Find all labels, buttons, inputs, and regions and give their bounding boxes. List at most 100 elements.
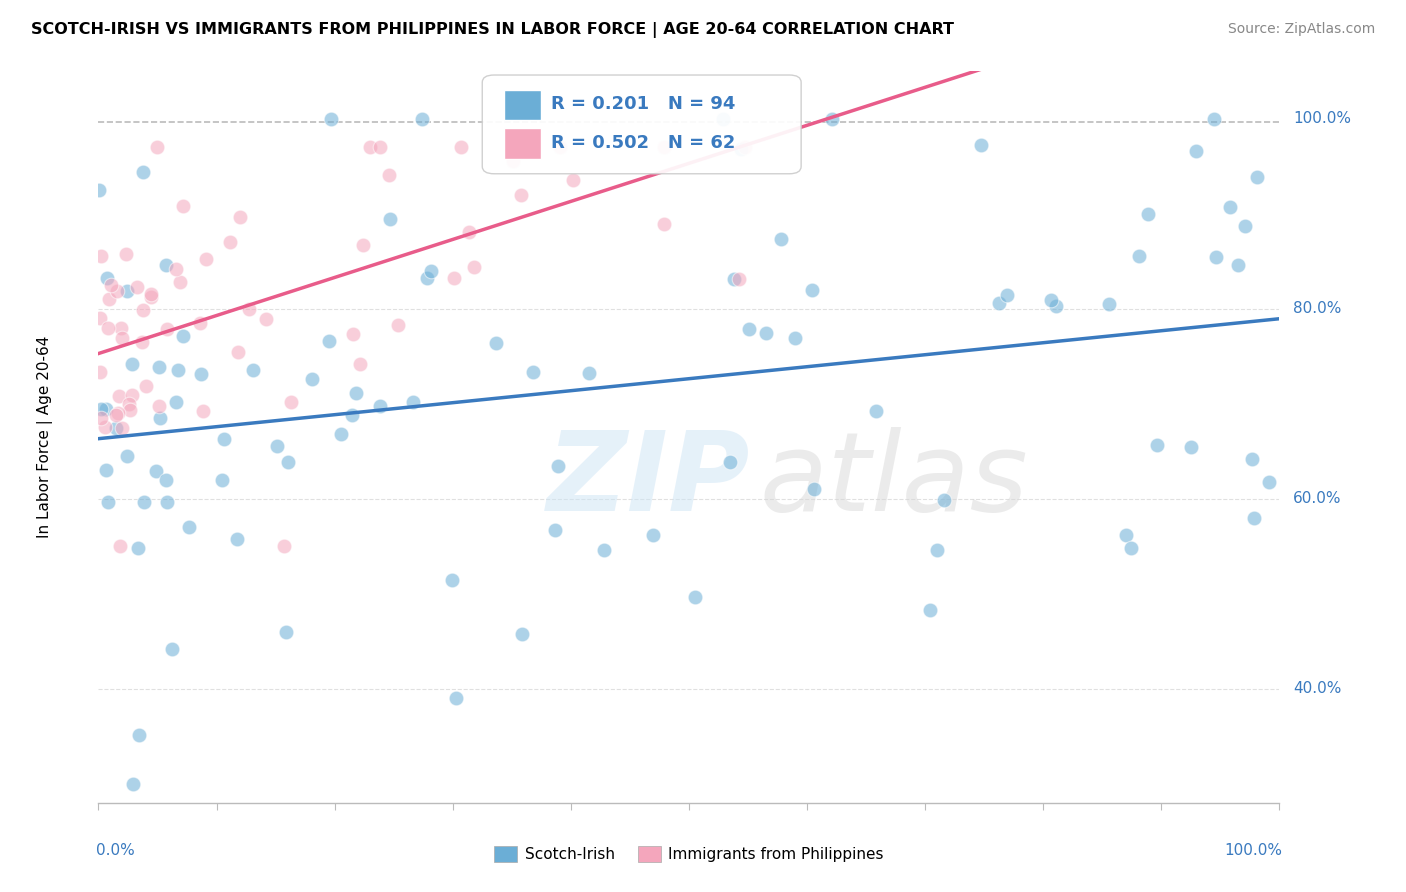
Point xyxy=(1257,475,1279,490)
Point xyxy=(105,284,128,298)
Point xyxy=(1241,452,1264,467)
Point xyxy=(444,690,467,705)
Point xyxy=(238,301,260,316)
Point xyxy=(727,272,749,286)
Point xyxy=(738,322,761,336)
Point xyxy=(641,528,664,542)
Point xyxy=(342,327,364,342)
Point xyxy=(1180,441,1202,455)
Point xyxy=(1227,258,1250,272)
Point xyxy=(141,290,163,304)
Point xyxy=(730,142,752,156)
Point xyxy=(90,410,112,425)
Point xyxy=(139,287,162,301)
Point xyxy=(1115,528,1137,542)
Point xyxy=(512,627,534,641)
Point xyxy=(146,140,169,154)
Point xyxy=(97,495,120,509)
Point xyxy=(755,326,778,341)
Text: R = 0.502   N = 62: R = 0.502 N = 62 xyxy=(551,134,735,152)
Point xyxy=(96,271,118,285)
Point xyxy=(90,249,112,263)
Point xyxy=(1246,169,1268,184)
Text: Source: ZipAtlas.com: Source: ZipAtlas.com xyxy=(1227,22,1375,37)
Text: atlas: atlas xyxy=(759,427,1028,534)
Point xyxy=(280,394,302,409)
Point xyxy=(155,473,177,487)
Point xyxy=(1204,112,1226,126)
Point xyxy=(1119,541,1142,556)
Point xyxy=(683,590,706,604)
Point xyxy=(225,533,247,547)
Text: 100.0%: 100.0% xyxy=(1294,112,1351,127)
Point xyxy=(370,140,392,154)
Point xyxy=(1219,200,1241,214)
Point xyxy=(988,296,1011,310)
Point xyxy=(340,408,363,422)
Point xyxy=(149,410,172,425)
Point xyxy=(770,232,793,246)
Point xyxy=(301,371,323,385)
Point xyxy=(273,539,295,553)
FancyBboxPatch shape xyxy=(503,128,541,159)
Point xyxy=(229,210,252,224)
Point xyxy=(100,277,122,292)
Point xyxy=(97,320,120,334)
Point xyxy=(110,331,132,345)
Point xyxy=(94,420,117,434)
Point xyxy=(155,258,177,272)
Point xyxy=(1128,249,1150,263)
Point xyxy=(550,140,572,154)
Point xyxy=(266,439,288,453)
Point xyxy=(378,212,401,227)
Point xyxy=(177,520,200,534)
Point xyxy=(370,399,392,413)
Point xyxy=(718,455,741,469)
Point xyxy=(105,421,128,435)
Point xyxy=(1045,299,1067,313)
Point xyxy=(148,400,170,414)
Point xyxy=(218,235,240,249)
Point xyxy=(108,539,131,553)
Point xyxy=(156,495,179,509)
Point xyxy=(190,367,212,381)
Text: SCOTCH-IRISH VS IMMIGRANTS FROM PHILIPPINES IN LABOR FORCE | AGE 20-64 CORRELATI: SCOTCH-IRISH VS IMMIGRANTS FROM PHILIPPI… xyxy=(31,22,953,38)
Text: 100.0%: 100.0% xyxy=(1223,843,1282,858)
Point xyxy=(131,335,153,350)
Point xyxy=(522,365,544,379)
Point xyxy=(416,271,439,285)
Point xyxy=(134,495,156,509)
Point xyxy=(562,173,585,187)
Point xyxy=(1039,293,1062,307)
Point xyxy=(132,165,155,179)
Point xyxy=(344,386,367,401)
Point xyxy=(212,432,235,446)
Text: 60.0%: 60.0% xyxy=(1294,491,1341,507)
Point xyxy=(165,262,187,277)
Point xyxy=(111,421,134,435)
Point xyxy=(121,357,143,371)
Point xyxy=(156,321,179,335)
Point xyxy=(195,252,218,266)
Point xyxy=(188,316,211,330)
Point xyxy=(122,777,145,791)
Point xyxy=(277,455,299,469)
Point xyxy=(458,225,481,239)
Point xyxy=(115,449,138,463)
FancyBboxPatch shape xyxy=(503,90,541,120)
Point xyxy=(90,401,112,416)
Point xyxy=(1146,438,1168,452)
Point xyxy=(352,238,374,252)
Point xyxy=(121,388,143,402)
Point xyxy=(226,344,249,359)
Point xyxy=(97,292,120,306)
Point xyxy=(711,112,734,126)
Point xyxy=(1234,219,1257,234)
Point xyxy=(378,168,401,182)
Point xyxy=(169,275,191,289)
Point xyxy=(723,272,745,286)
Point xyxy=(652,218,675,232)
Point xyxy=(148,359,170,374)
Point xyxy=(443,270,465,285)
Point xyxy=(211,473,233,487)
